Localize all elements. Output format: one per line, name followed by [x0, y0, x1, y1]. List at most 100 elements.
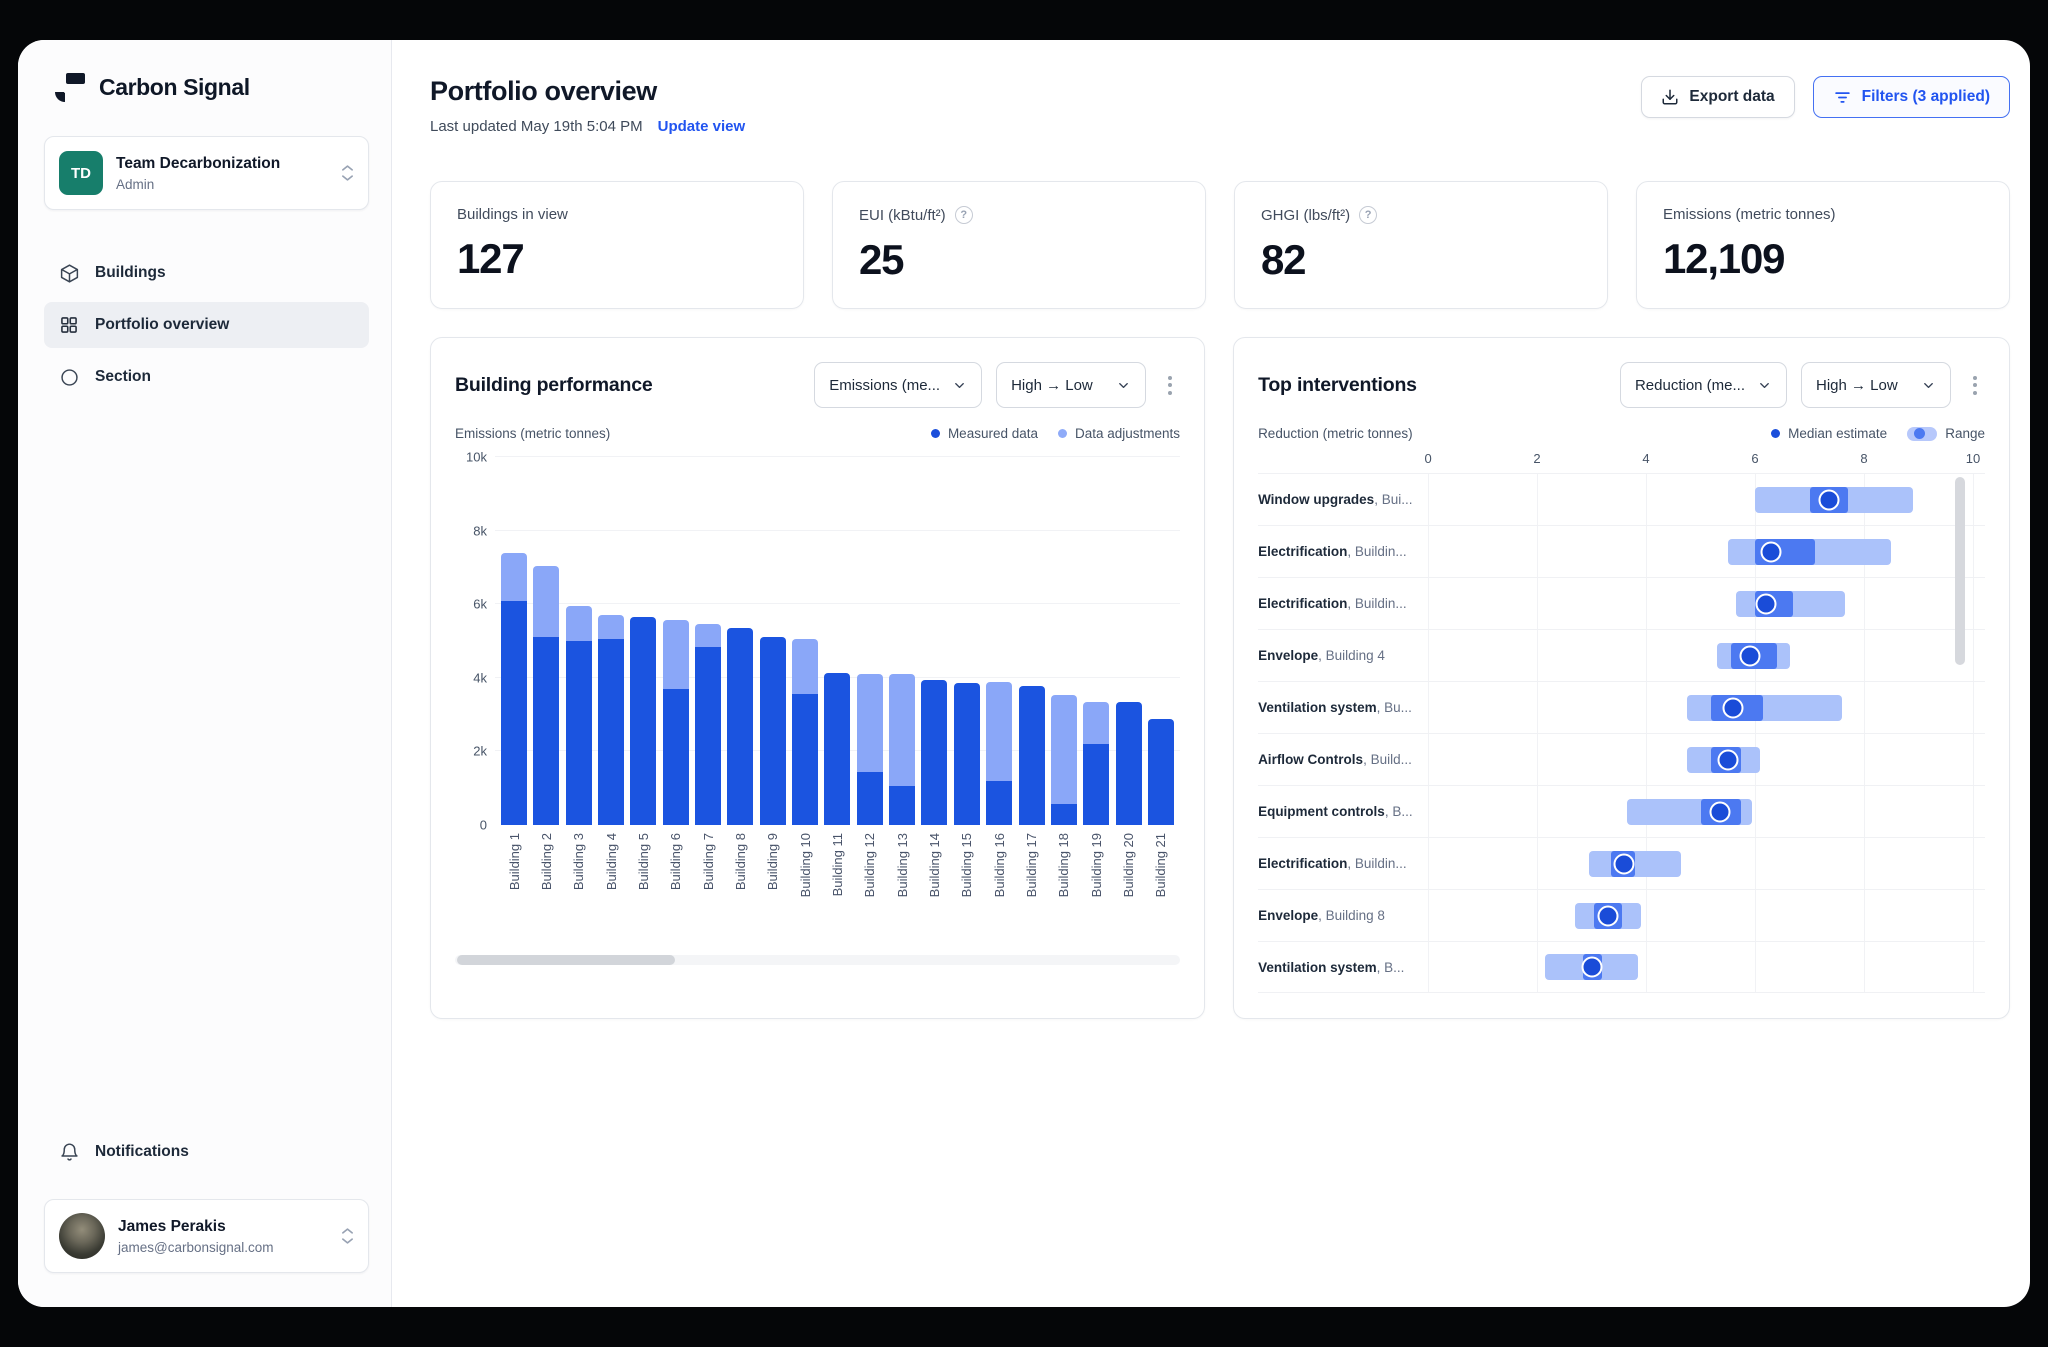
x-tick-label: 0 — [1424, 451, 1432, 466]
sidebar-item-portfolio-overview[interactable]: Portfolio overview — [44, 302, 369, 348]
team-name: Team Decarbonization — [116, 154, 281, 172]
x-tick-label: Building 10 — [797, 833, 813, 898]
x-tick-label: Building 7 — [700, 833, 716, 891]
intervention-label: Ventilation system, Bu... — [1258, 700, 1412, 715]
x-tick-label: 8 — [1860, 451, 1868, 466]
user-name: James Perakis — [118, 1217, 226, 1235]
y-tick-label: 10k — [466, 449, 487, 465]
main-content: Portfolio overview Last updated May 19th… — [392, 40, 2030, 1307]
intervention-label: Equipment controls, B... — [1258, 804, 1413, 819]
kpi-value: 25 — [859, 236, 905, 283]
intervention-row: Ventilation system, Bu... — [1258, 681, 1985, 733]
team-role: Admin — [116, 176, 155, 192]
update-view-link[interactable]: Update view — [657, 118, 746, 135]
intervention-rows: Window upgrades, Bui... Electrification, … — [1258, 473, 1985, 993]
scrollbar-thumb[interactable] — [457, 955, 675, 965]
bar-chart-x-labels: Building 1 Building 2 Building 3 Building 4… — [495, 833, 1180, 925]
bar-measured-segment — [662, 688, 689, 825]
x-tick-label: 6 — [1751, 451, 1759, 466]
bar-measured-segment — [1018, 686, 1045, 825]
bar-chart-plot: 0 2k 4k 6k 8k 10k — [466, 450, 1181, 833]
x-tick-label: Building 16 — [991, 833, 1007, 898]
bar — [1083, 701, 1110, 825]
circle-icon — [58, 366, 80, 388]
x-tick-label: 4 — [1642, 451, 1650, 466]
metric-dropdown[interactable]: Reduction (me... — [1619, 362, 1787, 408]
bar — [889, 674, 916, 825]
intervention-label: Envelope, Building 8 — [1258, 908, 1385, 923]
intervention-label: Ventilation system, B... — [1258, 959, 1405, 975]
bar — [533, 565, 560, 825]
sort-dropdown[interactable]: High → Low — [1801, 362, 1951, 408]
sidebar-item-buildings[interactable]: Buildings — [44, 250, 369, 296]
intervention-row: Window upgrades, Bui... — [1258, 473, 1985, 525]
x-tick-label: 10 — [1965, 451, 1981, 466]
median-dot — [1755, 593, 1777, 614]
bar — [1050, 694, 1077, 825]
intervention-row: Airflow Controls, Build... — [1258, 733, 1985, 785]
help-icon[interactable]: ? — [954, 206, 973, 224]
x-tick-label: Building 1 — [506, 833, 522, 891]
intervention-plot — [1428, 578, 1973, 629]
notifications-button[interactable]: Notifications — [44, 1129, 369, 1175]
carbon-signal-logo-icon — [52, 70, 86, 104]
bar-adjustment-segment — [792, 639, 819, 695]
export-data-button[interactable]: Export data — [1641, 76, 1795, 118]
brand: Carbon Signal — [44, 70, 369, 104]
bar-measured-segment — [856, 772, 883, 825]
x-tick-label: Building 17 — [1024, 833, 1039, 898]
app-window: Carbon Signal TD Team Decarbonization Ad… — [18, 40, 2030, 1307]
x-tick-label: Building 20 — [1121, 833, 1137, 898]
bar — [986, 681, 1013, 825]
bar — [695, 624, 722, 825]
bar-columns — [495, 457, 1180, 825]
building-performance-card: Building performance Emissions (me... Hi… — [430, 337, 1206, 1019]
horizontal-scrollbar[interactable] — [455, 955, 1181, 965]
intervention-plot — [1428, 734, 1973, 785]
x-axis-label: Reduction (metric tonnes) — [1258, 426, 1413, 441]
vertical-scrollbar[interactable] — [1955, 477, 1965, 665]
bell-icon — [58, 1141, 80, 1163]
intervention-row: Electrification, Buildin... — [1258, 525, 1985, 577]
median-dot — [1722, 697, 1744, 718]
sort-dropdown[interactable]: High → Low — [996, 362, 1147, 408]
legend-data-adjustments: Data adjustments — [1058, 426, 1180, 441]
more-options-icon[interactable] — [1965, 370, 1985, 401]
legend-dot — [1771, 429, 1781, 438]
filters-button[interactable]: Filters (3 applied) — [1812, 76, 2010, 118]
intervention-label: Window upgrades, Bui... — [1258, 492, 1413, 507]
brand-name: Carbon Signal — [99, 73, 250, 100]
more-options-icon[interactable] — [1160, 370, 1180, 401]
median-dot — [1613, 853, 1635, 874]
bar — [1147, 719, 1174, 825]
bar-measured-segment — [533, 637, 560, 825]
team-selector[interactable]: TD Team Decarbonization Admin — [44, 136, 369, 210]
kpi-value: 12,109 — [1663, 235, 1785, 282]
kpi-value: 127 — [457, 235, 525, 282]
sidebar-item-section[interactable]: Section — [44, 354, 369, 400]
intervention-row: Electrification, Buildin... — [1258, 577, 1985, 629]
x-tick-label: Building 15 — [959, 833, 975, 898]
top-interventions-card: Top interventions Reduction (me... High … — [1233, 337, 2010, 1019]
intervention-row: Equipment controls, B... — [1258, 785, 1985, 837]
intervention-plot — [1428, 942, 1973, 992]
y-axis-label: Emissions (metric tonnes) — [455, 426, 611, 441]
sidebar-item-label: Portfolio overview — [95, 316, 230, 333]
x-tick-label: Building 3 — [571, 833, 587, 891]
legend-measured-data: Measured data — [930, 426, 1038, 441]
x-tick-label: Building 6 — [668, 833, 684, 891]
user-menu[interactable]: James Perakis james@carbonsignal.com — [44, 1199, 369, 1273]
chevron-down-icon — [1116, 378, 1131, 393]
median-dot — [1709, 801, 1731, 822]
legend-dot — [1058, 429, 1067, 438]
intervention-row: Ventilation system, B... — [1258, 941, 1985, 993]
x-tick-label: Building 12 — [862, 833, 878, 898]
x-axis-ticks: 0 2 4 6 8 10 — [1424, 451, 1980, 473]
sidebar-item-label: Section — [95, 368, 151, 385]
metric-dropdown[interactable]: Emissions (me... — [814, 362, 983, 408]
chart-title: Top interventions — [1258, 373, 1417, 396]
help-icon[interactable]: ? — [1359, 206, 1378, 224]
user-avatar — [59, 1213, 105, 1259]
user-email: james@carbonsignal.com — [118, 1239, 274, 1255]
bar-adjustment-segment — [856, 674, 883, 773]
